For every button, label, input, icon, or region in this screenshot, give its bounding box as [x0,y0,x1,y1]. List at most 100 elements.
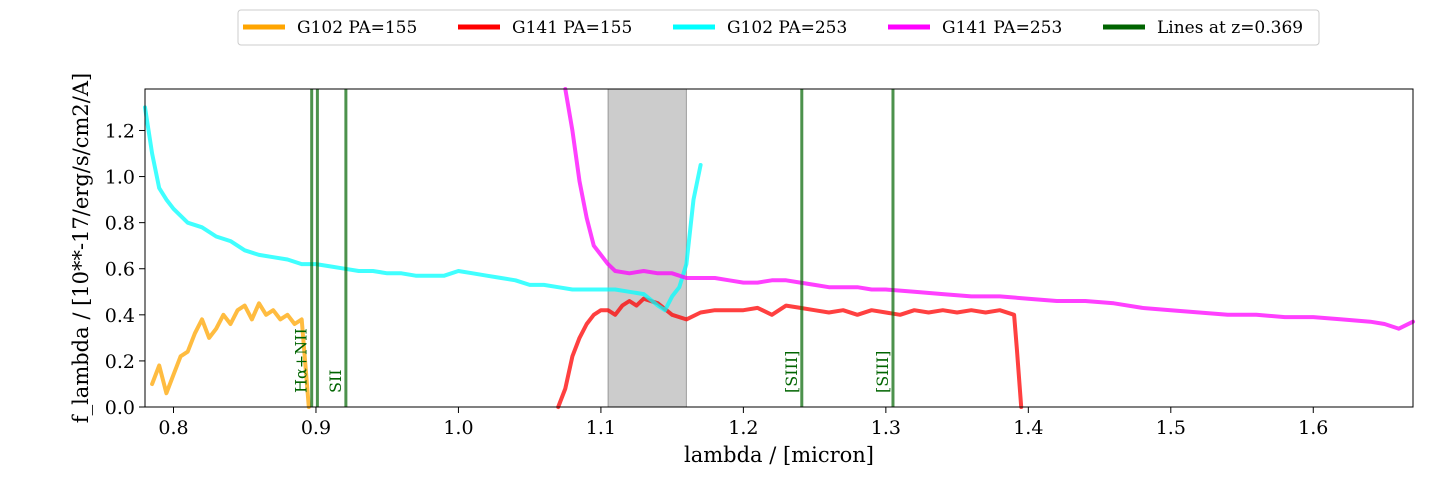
series-point-3 [771,280,772,281]
series-point-2 [244,250,245,251]
series-point-3 [1284,317,1285,318]
series-point-0 [152,383,153,384]
series-point-3 [579,181,580,182]
series-point-3 [1085,300,1086,301]
series-point-2 [700,164,701,165]
series-point-1 [771,314,772,315]
series-point-1 [828,312,829,313]
legend-label: G102 PA=253 [727,18,847,38]
series-point-3 [1313,317,1314,318]
series-point-2 [657,305,658,306]
series-point-3 [729,280,730,281]
series-point-1 [814,310,815,311]
series-point-2 [458,270,459,271]
series-point-2 [258,254,259,255]
series-point-3 [1113,303,1114,304]
series-point-2 [558,287,559,288]
series-point-1 [971,310,972,311]
x-axis: 0.8 0.9 1.0 1.1 1.2 1.3 1.4 1.5 1.6 [158,407,1328,439]
series-point-1 [572,356,573,357]
series-point-1 [579,337,580,338]
series-point-1 [607,310,608,311]
series-point-1 [743,310,744,311]
series-point-3 [672,273,673,274]
series-point-0 [258,303,259,304]
y-tick-label: 1.0 [105,167,135,189]
series-point-3 [1341,319,1342,320]
series-point-3 [1370,321,1371,322]
y-tick-label: 0.4 [105,305,135,327]
series-point-2 [287,259,288,260]
series-point-1 [565,388,566,389]
series-point-3 [786,280,787,281]
series-point-3 [814,284,815,285]
series-point-1 [900,314,901,315]
series-point-3 [1256,314,1257,315]
series-point-3 [843,287,844,288]
series-point-0 [194,333,195,334]
series-point-1 [600,310,601,311]
series-point-0 [173,374,174,375]
legend-label: Lines at z=0.369 [1157,18,1303,38]
series-point-0 [201,319,202,320]
y-tick-label: 0.8 [105,213,135,235]
series-point-3 [629,273,630,274]
series-point-3 [1384,323,1385,324]
series-point-2 [230,240,231,241]
series-point-0 [294,323,295,324]
plot-area: Hα+NII SII [SIII] [SIII] [143,87,1415,409]
masked-region-layer [607,88,687,408]
series-point-2 [273,257,274,258]
series-point-2 [486,275,487,276]
plot-frame [144,88,1414,408]
series-point-2 [301,264,302,265]
x-tick-label: 1.4 [1013,417,1043,439]
series-point-3 [657,273,658,274]
series-point-0 [287,314,288,315]
series-point-3 [586,217,587,218]
series-point-3 [857,287,858,288]
series-point-0 [266,314,267,315]
y-tick-label: 1.2 [105,120,135,142]
series-point-3 [914,291,915,292]
series-point-2 [643,293,644,294]
series-point-2 [629,291,630,292]
series-point-0 [273,310,274,311]
emission-line-label: [SIII] [873,351,892,393]
series-point-2 [515,280,516,281]
y-axis-label: f_lambda / [10**-17/erg/s/cm2/A] [69,73,93,423]
series-point-3 [607,264,608,265]
series-line-1 [556,296,1024,409]
series-point-1 [843,310,844,311]
x-tick-label: 1.0 [443,417,473,439]
emission-line-label: [SIII] [782,351,801,393]
x-tick-label: 0.8 [158,417,188,439]
series-point-1 [729,310,730,311]
series-point-0 [280,319,281,320]
series-point-1 [672,314,673,315]
series-point-2 [201,227,202,228]
series-point-2 [664,310,665,311]
emission-lines-layer: Hα+NII SII [SIII] [SIII] [292,89,895,407]
plot-frame-bg [145,89,1413,407]
series-point-3 [999,296,1000,297]
series-point-2 [216,236,217,237]
series-point-0 [237,310,238,311]
series-point-3 [1056,300,1057,301]
series-point-3 [686,277,687,278]
series-point-3 [1170,310,1171,311]
series-point-2 [543,284,544,285]
y-axis: 0.0 0.2 0.4 0.6 0.8 1.0 1.2 [105,120,145,419]
series-point-1 [928,312,929,313]
series-point-2 [615,289,616,290]
series-point-2 [686,264,687,265]
series-point-2 [358,270,359,271]
masked-wavelength-region [607,88,687,408]
series-point-1 [700,312,701,313]
series-point-3 [743,282,744,283]
series-point-0 [301,319,302,320]
series-point-2 [372,270,373,271]
series-point-1 [885,312,886,313]
series-point-0 [216,328,217,329]
legend: G102 PA=155 G141 PA=155 G102 PA=253 G141 PA… [237,9,1320,46]
